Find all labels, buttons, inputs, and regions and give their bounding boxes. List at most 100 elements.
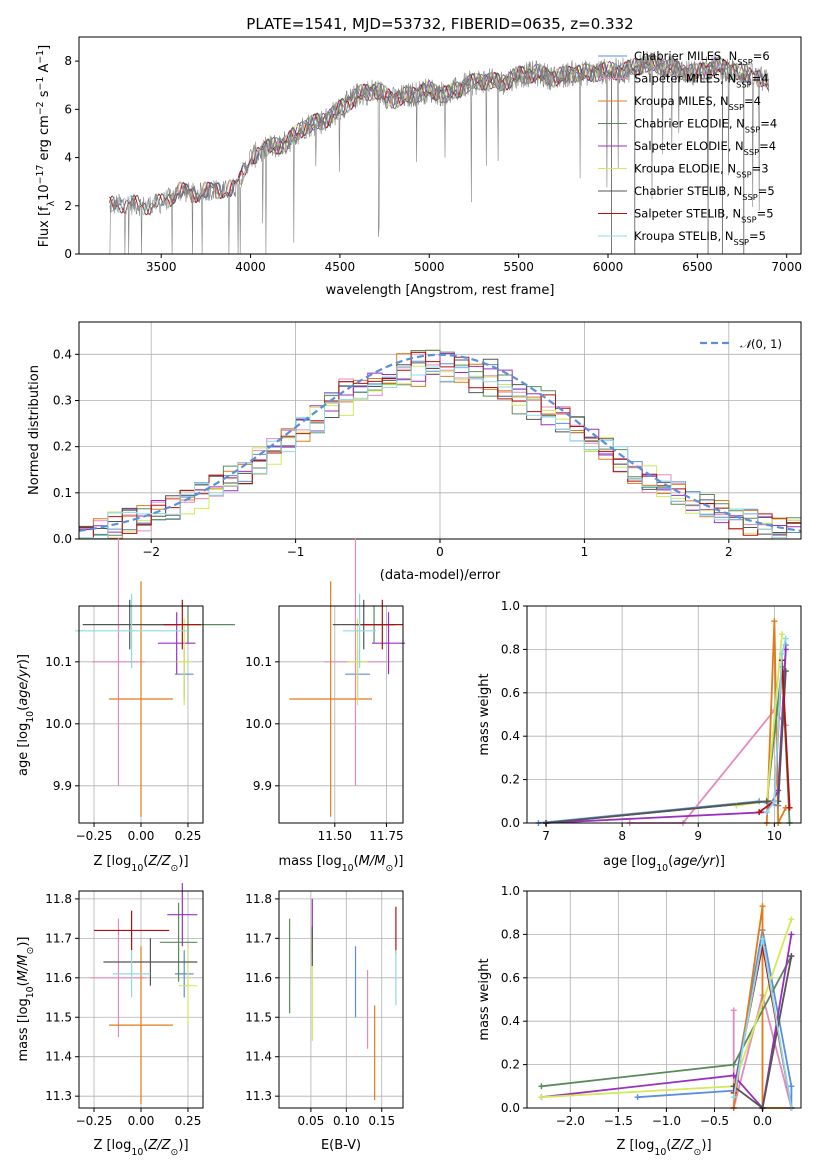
x-axis-label: age [log10(age/yr)] [603,854,725,874]
y-tick-label: 0.4 [501,729,520,743]
y-tick-label: 0.6 [501,686,520,700]
y-tick-label: 0.0 [53,532,72,546]
x-tick-label: 5000 [414,260,445,274]
axes-frame [78,36,802,255]
y-axis-label: mass weight [477,958,492,1040]
y-tick-label: 11.4 [45,1050,72,1064]
plot-area [289,898,397,1101]
spectrum-panel: 3500 4000 4500 5000 5500 6000 6500 7000 0 2 4 6 8 Cha… [35,36,802,298]
plot-area [78,349,802,540]
x-tick-label: 7 [542,829,550,843]
mass-weight-line [732,994,793,1109]
x-tick-label: −0.5 [700,1114,729,1128]
plot-area [90,883,198,1105]
y-tick-label: 0.4 [501,1014,520,1028]
mass-weight-marker [778,650,785,657]
y-tick-label: 0.3 [53,393,72,407]
y-tick-label: 0.6 [501,971,520,985]
mass-weight-marker [538,1094,545,1101]
histogram-step-line [79,366,801,540]
legend-entry: Salpeter MILES, NSSP=4 [634,72,769,90]
mass-weight-marker [788,931,795,938]
y-tick-label: 11.5 [245,1010,272,1024]
x-axis-label: E(B-V) [321,1138,361,1153]
x-tick-label: 10 [767,829,782,843]
mass-weight-marker [730,1061,737,1068]
x-axis-label: Z [log10(Z/Z⊙)] [93,854,188,874]
x-tick-label: −2.0 [556,1114,585,1128]
x-tick-label: 6000 [593,260,624,274]
y-tick-label: 11.5 [45,1010,72,1024]
y-tick-label: 8 [64,54,72,68]
y-tick-label: 11.4 [245,1050,272,1064]
y-tick-label: 11.8 [45,892,72,906]
legend-entry: 𝒩(0, 1) [740,337,782,351]
x-axis-label: Z [log10(Z/Z⊙)] [616,1138,711,1158]
y-tick-label: 10.0 [45,717,72,731]
y-tick-label: 11.8 [245,892,272,906]
x-tick-label: 11.75 [369,829,403,843]
mass-weight-marker [782,635,789,642]
y-tick-label: 0 [64,247,72,261]
legend-entry: Chabrier MILES, NSSP=6 [634,49,770,67]
mass-weight-marker [788,953,795,960]
mass-weight-marker [730,1007,737,1014]
y-tick-label: 9.9 [53,779,72,793]
y-tick-label: 0.8 [501,642,520,656]
mass-weight-marker [759,935,766,942]
mass-weight-marker [771,618,778,625]
mass-vs-reddening-panel: 0.05 0.10 0.15 11.3 11.4 11.5 11.6 11.7 11.8 E(B-… [245,890,404,1153]
x-axis-label: (data-model)/error [380,568,501,583]
mass-weight-marker [538,1083,545,1090]
x-tick-label: −2 [142,545,160,559]
x-tick-label: 0.25 [175,1114,202,1128]
x-tick-label: −1 [287,545,305,559]
mass-weight-line [545,671,787,824]
mass-weight-marker [763,798,770,805]
y-tick-label: 0.8 [501,927,520,941]
x-tick-label: 4500 [325,260,356,274]
y-tick-label: 1.0 [501,884,520,898]
mass-weight-marker [730,1094,737,1101]
y-tick-label: 11.3 [245,1089,272,1103]
observed-spectrum-line [109,51,770,255]
y-tick-label: 10.1 [245,655,272,669]
mass-weight-line [766,638,787,813]
x-tick-label: −0.25 [76,1114,113,1128]
mass-weight-marker [634,1094,641,1101]
legend-entry: Salpeter ELODIE, NSSP=4 [634,139,776,157]
x-tick-label: 0 [436,545,444,559]
y-axis-label: Flux [fλ10−17 erg cm−2 s−1 A−1] [35,45,57,247]
legend-entry: Kroupa STELIB, NSSP=5 [634,229,766,247]
mass-weight-marker [788,916,795,923]
legend-entry: Kroupa MILES, NSSP=4 [634,94,761,112]
y-tick-label: 11.3 [45,1089,72,1103]
x-tick-label: 4000 [235,260,266,274]
y-tick-label: 1.0 [501,599,520,613]
mass-weight-line [545,666,791,824]
legend-entry: Kroupa ELODIE, NSSP=3 [634,162,769,180]
x-tick-label: 0.0 [753,1114,772,1128]
x-tick-label: −1.0 [652,1114,681,1128]
x-tick-label: −1.5 [604,1114,633,1128]
axes-frame [526,605,802,824]
x-tick-label: 0.25 [175,829,202,843]
mass-weight-marker [730,1072,737,1079]
y-tick-label: 0.2 [501,773,520,787]
y-tick-label: 4 [64,151,72,165]
spectrum-legend: Chabrier MILES, NSSP=6 Salpeter MILES, NS… [598,49,777,247]
y-tick-label: 11.6 [45,971,72,985]
histogram-step-line [79,351,801,540]
mass-weight-marker [778,631,785,638]
y-tick-label: 0.4 [53,347,72,361]
mass-weight-marker [771,798,778,805]
legend-entry: Chabrier STELIB, NSSP=5 [634,184,775,202]
y-tick-label: 11.6 [245,971,272,985]
plot-area [108,51,770,255]
mass-vs-metallicity-panel: −0.25 0.00 0.25 11.3 11.4 11.5 11.6 11.7 11.8 Z [… [16,883,204,1158]
residual-histogram-panel: −2 −1 0 1 2 0.0 0.1 0.2 0.3 0.4 𝒩(0, 1) (data-model… [27,321,802,583]
x-tick-label: 0.15 [368,1114,395,1128]
x-tick-label: 8 [618,829,626,843]
y-tick-label: 11.7 [245,931,272,945]
